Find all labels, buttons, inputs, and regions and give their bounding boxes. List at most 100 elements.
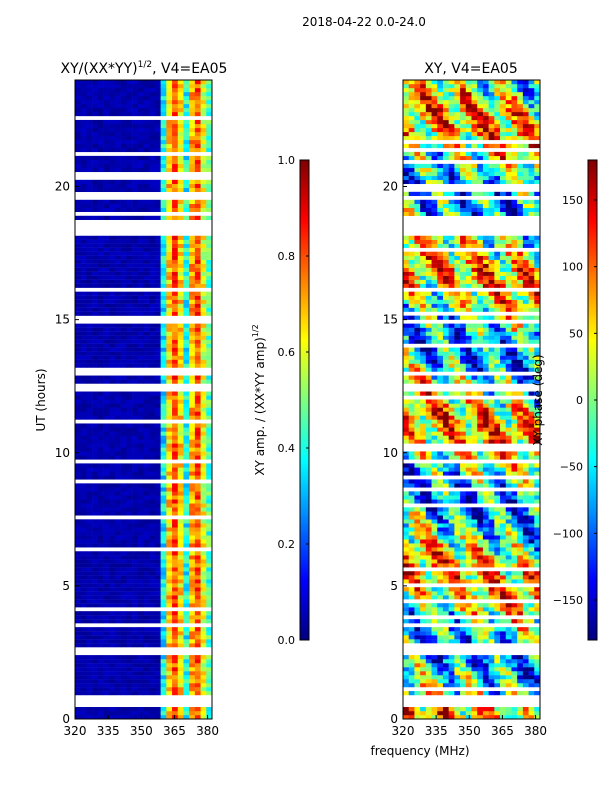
heatmap-cell xyxy=(177,603,184,608)
heatmap-cell xyxy=(75,159,82,165)
heatmap-cell xyxy=(75,80,82,85)
heatmap-cell xyxy=(86,563,93,568)
heatmap-cell xyxy=(132,675,139,680)
heatmap-cell xyxy=(80,123,87,129)
heatmap-cell xyxy=(465,575,472,580)
heatmap-cell xyxy=(183,431,190,436)
heatmap-cell xyxy=(471,671,478,676)
heatmap-cell xyxy=(200,179,207,185)
heatmap-cell xyxy=(132,591,139,596)
heatmap-cell xyxy=(477,671,484,676)
heatmap-cell xyxy=(154,123,161,129)
heatmap-cell xyxy=(488,639,495,644)
heatmap-cell xyxy=(482,607,489,612)
heatmap-cell xyxy=(206,691,213,696)
heatmap-cell xyxy=(471,691,478,696)
heatmap-cell xyxy=(80,323,87,328)
heatmap-cell xyxy=(494,519,501,524)
heatmap-cell xyxy=(403,535,410,540)
heatmap-cell xyxy=(149,611,156,616)
heatmap-cell xyxy=(194,347,201,352)
heatmap-cell xyxy=(166,543,173,548)
heatmap-cell xyxy=(172,639,179,644)
heatmap-cell xyxy=(488,435,495,440)
heatmap-cell xyxy=(442,367,449,372)
heatmap-cell xyxy=(488,659,495,664)
heatmap-cell xyxy=(437,391,444,396)
heatmap-cell xyxy=(534,667,541,672)
heatmap-cell xyxy=(143,363,150,368)
heatmap-cell xyxy=(477,691,484,696)
heatmap-cell xyxy=(437,399,444,404)
heatmap-cell xyxy=(482,715,489,720)
heatmap-cell xyxy=(149,511,156,516)
heatmap-cell xyxy=(500,603,507,608)
heatmap-cell xyxy=(75,103,82,109)
heatmap-cell xyxy=(103,267,110,272)
heatmap-cell xyxy=(86,539,93,544)
heatmap-cell xyxy=(154,535,161,540)
heatmap-cell xyxy=(149,571,156,576)
heatmap-cell xyxy=(183,575,190,580)
heatmap-cell xyxy=(103,591,110,596)
heatmap-cell xyxy=(194,379,201,384)
heatmap-cell xyxy=(471,627,478,632)
heatmap-cell xyxy=(80,291,87,296)
heatmap-cell xyxy=(86,707,93,712)
heatmap-cell xyxy=(494,587,501,592)
heatmap-cell xyxy=(143,139,150,145)
heatmap-cell xyxy=(206,359,213,364)
heatmap-cell xyxy=(482,367,489,372)
heatmap-cell xyxy=(183,359,190,364)
heatmap-cell xyxy=(149,80,156,85)
heatmap-cell xyxy=(120,527,127,532)
heatmap-cell xyxy=(86,143,93,149)
heatmap-cell xyxy=(511,619,518,624)
heatmap-cell xyxy=(477,607,484,612)
heatmap-cell xyxy=(97,275,104,280)
heatmap-cell xyxy=(75,127,82,133)
heatmap-cell xyxy=(143,303,150,308)
heatmap-cell xyxy=(528,419,535,424)
heatmap-cell xyxy=(528,563,535,568)
heatmap-cell xyxy=(482,483,489,488)
heatmap-cell xyxy=(75,147,82,153)
heatmap-cell xyxy=(517,491,524,496)
heatmap-cell xyxy=(465,439,472,444)
heatmap-cell xyxy=(109,491,116,496)
heatmap-cell xyxy=(477,587,484,592)
heatmap-cell xyxy=(92,543,99,548)
heatmap-cell xyxy=(103,491,110,496)
heatmap-cell xyxy=(471,603,478,608)
heatmap-cell xyxy=(488,535,495,540)
heatmap-cell xyxy=(448,559,455,564)
heatmap-cell xyxy=(109,143,116,149)
heatmap-cell xyxy=(177,355,184,360)
heatmap-cell xyxy=(189,147,196,153)
heatmap-cell xyxy=(200,683,207,688)
heatmap-cell xyxy=(75,411,82,416)
heatmap-cell xyxy=(114,487,121,492)
heatmap-cell xyxy=(471,407,478,412)
heatmap-cell xyxy=(454,591,461,596)
heatmap-cell xyxy=(143,575,150,580)
heatmap-cell xyxy=(80,167,87,173)
amp-colorbar: 0.00.20.40.60.81.0 XY amp. / (XX*YY amp)… xyxy=(251,154,310,647)
heatmap-cell xyxy=(109,427,116,432)
heatmap-cell xyxy=(154,167,161,173)
heatmap-cell xyxy=(177,551,184,556)
heatmap-cell xyxy=(103,427,110,432)
heatmap-cell xyxy=(183,243,190,248)
heatmap-cell xyxy=(189,323,196,328)
heatmap-cell xyxy=(166,707,173,712)
heatmap-cell xyxy=(97,671,104,676)
heatmap-cell xyxy=(448,507,455,512)
heatmap-cell xyxy=(471,399,478,404)
heatmap-cell xyxy=(160,139,167,145)
heatmap-cell xyxy=(86,619,93,624)
heatmap-cell xyxy=(408,331,415,336)
heatmap-cell xyxy=(477,483,484,488)
heatmap-cell xyxy=(75,255,82,260)
heatmap-cell xyxy=(471,655,478,660)
heatmap-cell xyxy=(80,215,87,220)
